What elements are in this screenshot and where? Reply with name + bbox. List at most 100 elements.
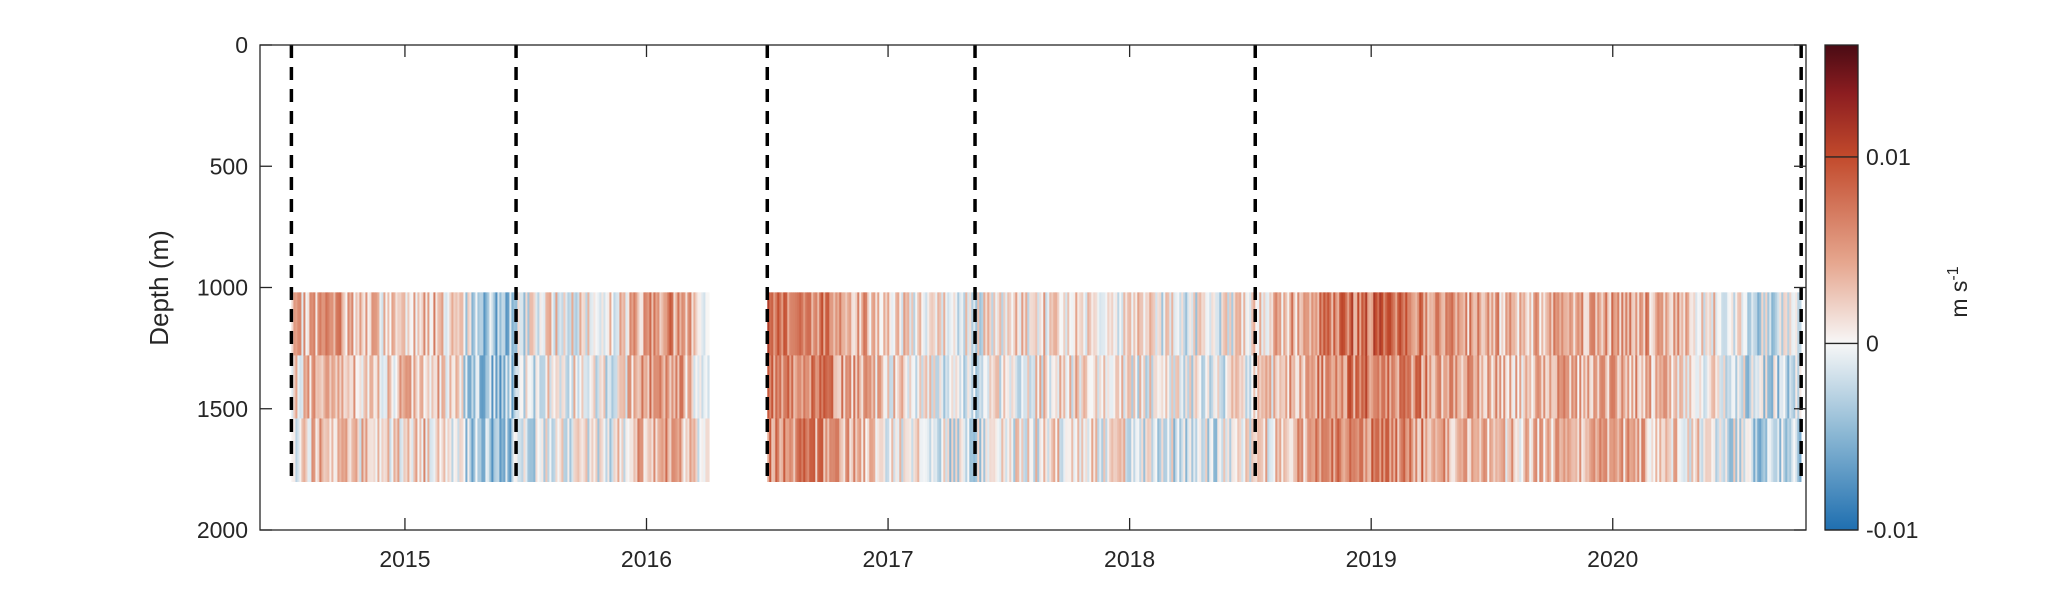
heatmap-cell [687,292,690,356]
heatmap-cell [1415,292,1418,356]
heatmap-cell [971,418,974,482]
heatmap-cell [385,355,388,419]
heatmap-cell [1427,292,1430,356]
heatmap-cell [1715,418,1718,482]
y-tick-label: 1000 [197,275,248,301]
heatmap-cell [1753,292,1756,356]
heatmap-cell [871,292,874,356]
heatmap-cell [927,418,930,482]
heatmap-cell [1163,418,1166,482]
heatmap-cell [383,355,386,419]
heatmap-cell [1121,292,1124,356]
heatmap-cell [1561,355,1564,419]
heatmap-cell [869,355,872,419]
heatmap-cell [525,355,528,419]
heatmap-cell [1525,292,1528,356]
heatmap-cell [585,355,588,419]
heatmap-cell [427,292,430,356]
heatmap-cell [903,292,906,356]
heatmap-cell [1011,418,1014,482]
heatmap-cell [1123,355,1126,419]
heatmap-cell [775,418,778,482]
heatmap-cell [577,355,580,419]
heatmap-cell [1339,292,1342,356]
heatmap-cell [1431,418,1434,482]
heatmap-cell [1727,418,1730,482]
heatmap-cell [613,418,616,482]
heatmap-cell [1387,418,1390,482]
heatmap-cell [829,418,832,482]
heatmap-cell [999,418,1002,482]
heatmap-cell [1327,418,1330,482]
heatmap-cell [1479,292,1482,356]
heatmap-cell [801,355,804,419]
heatmap-cell [1159,355,1162,419]
heatmap-cell [933,418,936,482]
heatmap-cell [1523,418,1526,482]
heatmap-cell [875,292,878,356]
heatmap-cell [1171,418,1174,482]
heatmap-cell [1363,418,1366,482]
heatmap-cell [1023,418,1026,482]
heatmap-cell [565,355,568,419]
heatmap-cell [1037,355,1040,419]
heatmap-cell [545,418,548,482]
heatmap-cell [451,355,454,419]
heatmap-cell [439,418,442,482]
heatmap-cell [1217,355,1220,419]
heatmap-cell [1045,292,1048,356]
heatmap-cell [859,355,862,419]
heatmap-cell [1643,418,1646,482]
heatmap-cell [831,418,834,482]
heatmap-cell [1401,292,1404,356]
heatmap-cell [1615,355,1618,419]
heatmap-cell [1583,292,1586,356]
heatmap-cell [1591,418,1594,482]
heatmap-cell [925,292,928,356]
heatmap-cell [1701,292,1704,356]
heatmap-cell [469,292,472,356]
heatmap-cell [445,355,448,419]
heatmap-cell [1031,418,1034,482]
heatmap-cell [1605,292,1608,356]
heatmap-cell [1689,355,1692,419]
heatmap-cell [1665,355,1668,419]
heatmap-cell [1571,292,1574,356]
heatmap-cell [1437,292,1440,356]
heatmap-cell [1393,292,1396,356]
heatmap-cell [681,292,684,356]
heatmap-cell [1611,292,1614,356]
heatmap-cell [471,418,474,482]
heatmap-cell [1417,292,1420,356]
heatmap-cell [833,355,836,419]
heatmap-cell [681,418,684,482]
heatmap-cell [1575,418,1578,482]
heatmap-cell [495,418,498,482]
heatmap-cell [1131,355,1134,419]
heatmap-cell [477,355,480,419]
heatmap-cell [889,292,892,356]
heatmap-cell [1379,292,1382,356]
heatmap-cell [1771,418,1774,482]
heatmap-cell [799,355,802,419]
heatmap-cell [1619,355,1622,419]
heatmap-cell [1283,355,1286,419]
heatmap-cell [1029,355,1032,419]
heatmap-cell [467,292,470,356]
heatmap-cell [1423,355,1426,419]
heatmap-cell [1107,418,1110,482]
heatmap-cell [1109,292,1112,356]
heatmap-cell [831,355,834,419]
heatmap-cell [915,355,918,419]
heatmap-cell [357,418,360,482]
heatmap-cell [923,355,926,419]
heatmap-cell [1043,292,1046,356]
heatmap-cell [1679,355,1682,419]
heatmap-cell [403,418,406,482]
heatmap-cell [1045,355,1048,419]
heatmap-cell [1477,355,1480,419]
heatmap-cell [1189,418,1192,482]
heatmap-cell [1749,418,1752,482]
heatmap-cell [879,292,882,356]
